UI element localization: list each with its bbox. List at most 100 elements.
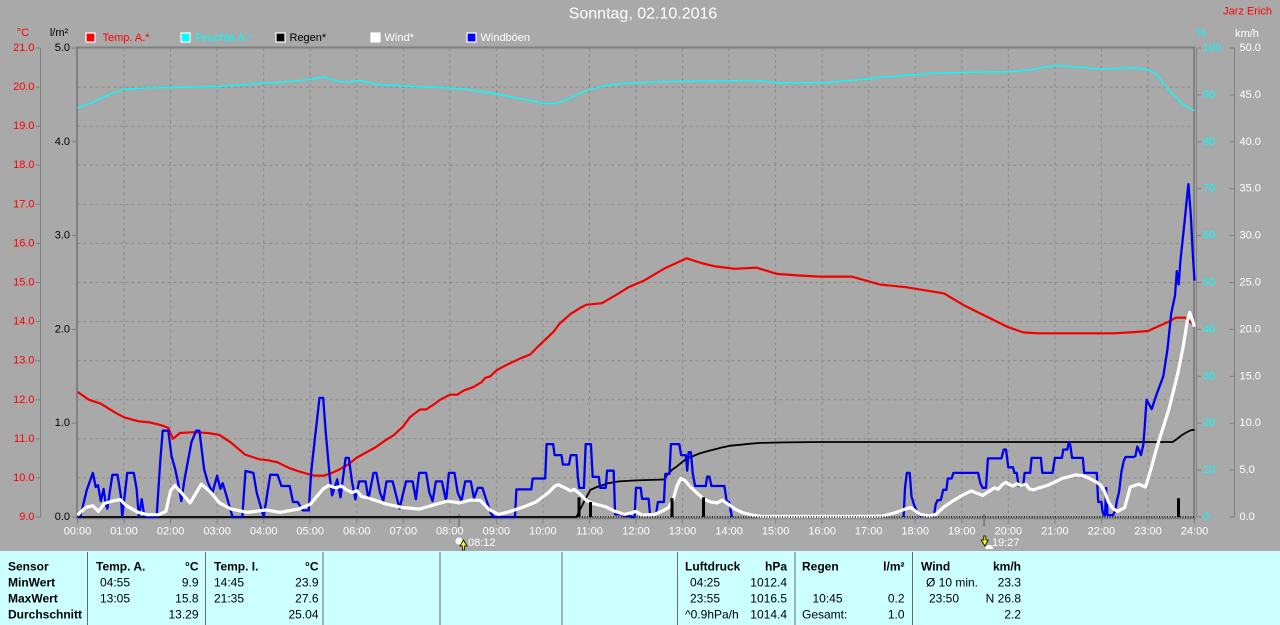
svg-text:°C: °C bbox=[305, 560, 319, 574]
svg-text:Sonntag, 02.10.2016: Sonntag, 02.10.2016 bbox=[569, 6, 718, 23]
svg-text:MaxWert: MaxWert bbox=[8, 592, 58, 606]
svg-text:16.0: 16.0 bbox=[13, 237, 34, 249]
svg-text:13:00: 13:00 bbox=[669, 526, 697, 538]
svg-text:13.0: 13.0 bbox=[13, 355, 34, 367]
svg-text:Luftdruck: Luftdruck bbox=[685, 560, 741, 574]
svg-text:Temp. A.: Temp. A. bbox=[96, 560, 145, 574]
svg-text:Durchschnitt: Durchschnitt bbox=[8, 608, 82, 622]
svg-text:45.0: 45.0 bbox=[1240, 89, 1261, 101]
svg-text:40.0: 40.0 bbox=[1240, 136, 1261, 148]
svg-text:23:00: 23:00 bbox=[1134, 526, 1162, 538]
svg-text:24:00: 24:00 bbox=[1181, 526, 1209, 538]
svg-text:1014.4: 1014.4 bbox=[750, 608, 787, 622]
svg-text:Wind*: Wind* bbox=[385, 32, 415, 44]
svg-text:15:00: 15:00 bbox=[762, 526, 790, 538]
svg-text:06:00: 06:00 bbox=[343, 526, 371, 538]
svg-text:90: 90 bbox=[1203, 89, 1215, 101]
svg-text:%: % bbox=[1196, 27, 1206, 39]
svg-text:60: 60 bbox=[1203, 230, 1215, 242]
svg-text:23:55: 23:55 bbox=[690, 592, 720, 606]
svg-text:0.0: 0.0 bbox=[55, 511, 70, 523]
svg-text:30: 30 bbox=[1203, 370, 1215, 382]
svg-text:40: 40 bbox=[1203, 323, 1215, 335]
svg-text:1012.4: 1012.4 bbox=[750, 576, 787, 590]
svg-text:80: 80 bbox=[1203, 136, 1215, 148]
svg-text:20: 20 bbox=[1203, 417, 1215, 429]
svg-text:km/h: km/h bbox=[993, 560, 1021, 574]
svg-text:Regen: Regen bbox=[802, 560, 839, 574]
svg-text:20:00: 20:00 bbox=[995, 526, 1023, 538]
svg-text:07:00: 07:00 bbox=[390, 526, 418, 538]
svg-text:1.0: 1.0 bbox=[888, 608, 905, 622]
svg-text:9.0: 9.0 bbox=[19, 511, 34, 523]
svg-text:Jarz Erich: Jarz Erich bbox=[1223, 6, 1272, 18]
svg-text:17.0: 17.0 bbox=[13, 198, 34, 210]
svg-text:13:05: 13:05 bbox=[100, 592, 130, 606]
svg-text:20.0: 20.0 bbox=[1240, 323, 1261, 335]
svg-text:10: 10 bbox=[1203, 464, 1215, 476]
svg-text:14:45: 14:45 bbox=[214, 576, 244, 590]
svg-text:2.0: 2.0 bbox=[55, 323, 70, 335]
svg-text:25.0: 25.0 bbox=[1240, 277, 1261, 289]
svg-text:2.2: 2.2 bbox=[1004, 608, 1021, 622]
svg-text:04:25: 04:25 bbox=[690, 576, 720, 590]
svg-text:Windböen: Windböen bbox=[481, 32, 531, 44]
svg-text:11:00: 11:00 bbox=[576, 526, 603, 538]
svg-text:100: 100 bbox=[1203, 42, 1221, 54]
svg-text:0.2: 0.2 bbox=[888, 592, 905, 606]
svg-text:N 26.8: N 26.8 bbox=[986, 592, 1022, 606]
svg-text:15.8: 15.8 bbox=[175, 592, 199, 606]
svg-text:25.04: 25.04 bbox=[288, 608, 318, 622]
svg-text:13.29: 13.29 bbox=[168, 608, 198, 622]
svg-text:10:45: 10:45 bbox=[813, 592, 843, 606]
svg-text:3.0: 3.0 bbox=[55, 230, 70, 242]
svg-text:20.0: 20.0 bbox=[13, 81, 34, 93]
svg-text:27.6: 27.6 bbox=[295, 592, 319, 606]
svg-text:Sensor: Sensor bbox=[8, 560, 49, 574]
svg-text:15.0: 15.0 bbox=[13, 277, 34, 289]
svg-text:17:00: 17:00 bbox=[855, 526, 883, 538]
svg-text:00:00: 00:00 bbox=[64, 526, 92, 538]
svg-text:50.0: 50.0 bbox=[1240, 42, 1261, 54]
svg-text:14.0: 14.0 bbox=[13, 316, 34, 328]
svg-text:18.0: 18.0 bbox=[13, 159, 34, 171]
svg-text:19:00: 19:00 bbox=[948, 526, 976, 538]
svg-text:14:00: 14:00 bbox=[715, 526, 743, 538]
svg-text:23:50: 23:50 bbox=[929, 592, 959, 606]
svg-text:10.0: 10.0 bbox=[13, 472, 34, 484]
svg-text:12.0: 12.0 bbox=[13, 394, 34, 406]
svg-text:50: 50 bbox=[1203, 277, 1215, 289]
svg-text:21.0: 21.0 bbox=[13, 42, 34, 54]
svg-text:05:00: 05:00 bbox=[296, 526, 324, 538]
svg-text:hPa: hPa bbox=[765, 560, 787, 574]
svg-text:10.0: 10.0 bbox=[1240, 417, 1261, 429]
svg-text:^0.9hPa/h: ^0.9hPa/h bbox=[685, 608, 739, 622]
svg-text:21:00: 21:00 bbox=[1041, 526, 1069, 538]
svg-text:16:00: 16:00 bbox=[808, 526, 836, 538]
svg-text:1016.5: 1016.5 bbox=[750, 592, 787, 606]
svg-text:35.0: 35.0 bbox=[1240, 183, 1261, 195]
svg-text:12:00: 12:00 bbox=[622, 526, 650, 538]
svg-text:15.0: 15.0 bbox=[1240, 370, 1261, 382]
svg-text:04:00: 04:00 bbox=[250, 526, 278, 538]
svg-text:4.0: 4.0 bbox=[55, 136, 70, 148]
svg-text:02:00: 02:00 bbox=[157, 526, 185, 538]
svg-text:Temp. I.: Temp. I. bbox=[214, 560, 258, 574]
svg-text:km/h: km/h bbox=[1235, 28, 1259, 40]
svg-text:5.0: 5.0 bbox=[1240, 464, 1255, 476]
svg-text:l/m²: l/m² bbox=[50, 27, 69, 39]
svg-text:5.0: 5.0 bbox=[55, 42, 70, 54]
svg-text:Wind: Wind bbox=[921, 560, 950, 574]
svg-text:09:00: 09:00 bbox=[483, 526, 511, 538]
svg-text:10:00: 10:00 bbox=[529, 526, 557, 538]
svg-text:23.9: 23.9 bbox=[295, 576, 319, 590]
svg-text:°C: °C bbox=[185, 560, 199, 574]
svg-text:19.0: 19.0 bbox=[13, 120, 34, 132]
svg-text:1.0: 1.0 bbox=[55, 417, 70, 429]
svg-text:30.0: 30.0 bbox=[1240, 230, 1261, 242]
svg-text:03:00: 03:00 bbox=[203, 526, 231, 538]
svg-text:Feuchte A.*: Feuchte A.* bbox=[195, 32, 253, 44]
svg-text:Temp. A.*: Temp. A.* bbox=[103, 32, 151, 44]
svg-text:22:00: 22:00 bbox=[1088, 526, 1116, 538]
svg-text:0: 0 bbox=[1203, 511, 1209, 523]
